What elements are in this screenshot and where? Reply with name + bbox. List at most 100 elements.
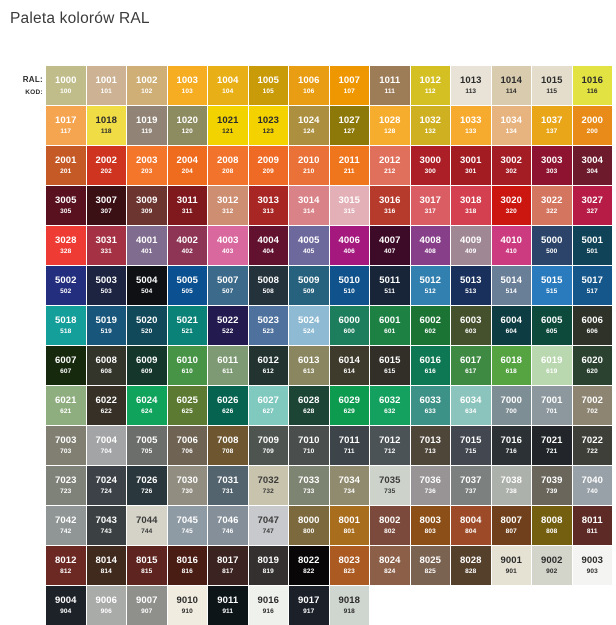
color-swatch-3018[interactable]: 3018 318 [451,186,491,225]
color-swatch-6016[interactable]: 6016 616 [410,346,450,385]
color-swatch-5001[interactable]: 5001 501 [572,226,612,265]
color-swatch-1004[interactable]: 1004 104 [208,66,248,105]
color-swatch-3013[interactable]: 3013 313 [248,186,288,225]
color-swatch-6010[interactable]: 6010 610 [167,346,207,385]
color-swatch-8004[interactable]: 8004 804 [451,506,491,545]
color-swatch-9004[interactable]: 9004 904 [46,586,86,625]
color-swatch-8025[interactable]: 8025 825 [410,546,450,585]
color-swatch-6015[interactable]: 6015 615 [370,346,410,385]
color-swatch-4007[interactable]: 4007 407 [370,226,410,265]
color-swatch-2000[interactable]: 2000 200 [572,106,612,145]
color-swatch-6020[interactable]: 6020 620 [572,346,612,385]
color-swatch-5009[interactable]: 5009 509 [289,266,329,305]
color-swatch-9018[interactable]: 9018 918 [329,586,369,625]
color-swatch-7012[interactable]: 7012 712 [370,426,410,465]
color-swatch-7042[interactable]: 7042 742 [46,506,86,545]
color-swatch-1006[interactable]: 1006 106 [289,66,329,105]
color-swatch-8001[interactable]: 8001 801 [329,506,369,545]
color-swatch-6018[interactable]: 6018 618 [491,346,531,385]
color-swatch-7032[interactable]: 7032 732 [248,466,288,505]
color-swatch-1037[interactable]: 1037 137 [532,106,572,145]
color-swatch-5003[interactable]: 5003 503 [86,266,126,305]
color-swatch-3014[interactable]: 3014 314 [289,186,329,225]
color-swatch-1001[interactable]: 1001 101 [86,66,126,105]
color-swatch-1020[interactable]: 1020 120 [167,106,207,145]
color-swatch-5010[interactable]: 5010 510 [329,266,369,305]
color-swatch-8028[interactable]: 8028 828 [451,546,491,585]
color-swatch-1007[interactable]: 1007 107 [329,66,369,105]
color-swatch-6024[interactable]: 6024 624 [127,386,167,425]
color-swatch-6005[interactable]: 6005 605 [532,306,572,345]
color-swatch-6029[interactable]: 6029 629 [329,386,369,425]
color-swatch-1023[interactable]: 1023 123 [248,106,288,145]
color-swatch-3004[interactable]: 3004 304 [572,146,612,185]
color-swatch-7008[interactable]: 7008 708 [208,426,248,465]
color-swatch-1013[interactable]: 1013 113 [451,66,491,105]
color-swatch-8011[interactable]: 8011 811 [572,506,612,545]
color-swatch-3012[interactable]: 3012 312 [208,186,248,225]
color-swatch-4010[interactable]: 4010 410 [491,226,531,265]
color-swatch-8008[interactable]: 8008 808 [532,506,572,545]
color-swatch-1005[interactable]: 1005 105 [248,66,288,105]
color-swatch-3015[interactable]: 3015 315 [329,186,369,225]
color-swatch-6022[interactable]: 6022 622 [86,386,126,425]
color-swatch-2002[interactable]: 2002 202 [86,146,126,185]
color-swatch-5021[interactable]: 5021 521 [167,306,207,345]
color-swatch-1012[interactable]: 1012 112 [410,66,450,105]
color-swatch-7000[interactable]: 7000 700 [491,386,531,425]
color-swatch-1024[interactable]: 1024 124 [289,106,329,145]
color-swatch-8019[interactable]: 8019 819 [248,546,288,585]
color-swatch-6000[interactable]: 6000 600 [329,306,369,345]
color-swatch-5012[interactable]: 5012 512 [410,266,450,305]
color-swatch-6004[interactable]: 6004 604 [491,306,531,345]
color-swatch-7047[interactable]: 7047 747 [248,506,288,545]
color-swatch-4006[interactable]: 4006 406 [329,226,369,265]
color-swatch-7005[interactable]: 7005 705 [127,426,167,465]
color-swatch-1019[interactable]: 1019 119 [127,106,167,145]
color-swatch-3016[interactable]: 3016 316 [370,186,410,225]
color-swatch-9006[interactable]: 9006 906 [86,586,126,625]
color-swatch-3007[interactable]: 3007 307 [86,186,126,225]
color-swatch-1021[interactable]: 1021 121 [208,106,248,145]
color-swatch-1027[interactable]: 1027 127 [329,106,369,145]
color-swatch-5013[interactable]: 5013 513 [451,266,491,305]
color-swatch-9003[interactable]: 9003 903 [572,546,612,585]
color-swatch-5011[interactable]: 5011 511 [370,266,410,305]
color-swatch-6019[interactable]: 6019 619 [532,346,572,385]
color-swatch-7002[interactable]: 7002 702 [572,386,612,425]
color-swatch-2004[interactable]: 2004 204 [167,146,207,185]
color-swatch-9010[interactable]: 9010 910 [167,586,207,625]
color-swatch-8012[interactable]: 8012 812 [46,546,86,585]
color-swatch-4009[interactable]: 4009 409 [451,226,491,265]
color-swatch-3027[interactable]: 3027 327 [572,186,612,225]
color-swatch-5008[interactable]: 5008 508 [248,266,288,305]
color-swatch-6013[interactable]: 6013 613 [289,346,329,385]
color-swatch-7033[interactable]: 7033 733 [289,466,329,505]
color-swatch-6006[interactable]: 6006 606 [572,306,612,345]
color-swatch-5000[interactable]: 5000 500 [532,226,572,265]
color-swatch-6007[interactable]: 6007 607 [46,346,86,385]
color-swatch-2010[interactable]: 2010 210 [289,146,329,185]
color-swatch-4005[interactable]: 4005 405 [289,226,329,265]
color-swatch-5023[interactable]: 5023 523 [248,306,288,345]
color-swatch-6028[interactable]: 6028 628 [289,386,329,425]
color-swatch-3001[interactable]: 3001 301 [451,146,491,185]
color-swatch-3000[interactable]: 3000 300 [410,146,450,185]
color-swatch-2012[interactable]: 2012 212 [370,146,410,185]
color-swatch-6001[interactable]: 6001 601 [370,306,410,345]
color-swatch-8000[interactable]: 8000 800 [289,506,329,545]
color-swatch-6017[interactable]: 6017 617 [451,346,491,385]
color-swatch-9011[interactable]: 9011 911 [208,586,248,625]
color-swatch-1028[interactable]: 1028 128 [370,106,410,145]
color-swatch-8023[interactable]: 8023 823 [329,546,369,585]
color-swatch-5018[interactable]: 5018 518 [46,306,86,345]
color-swatch-7026[interactable]: 7026 726 [127,466,167,505]
color-swatch-1016[interactable]: 1016 116 [572,66,612,105]
color-swatch-7036[interactable]: 7036 736 [410,466,450,505]
color-swatch-7013[interactable]: 7013 713 [410,426,450,465]
color-swatch-6011[interactable]: 6011 611 [208,346,248,385]
color-swatch-1033[interactable]: 1033 133 [451,106,491,145]
color-swatch-1011[interactable]: 1011 111 [370,66,410,105]
color-swatch-7021[interactable]: 7021 721 [532,426,572,465]
color-swatch-3028[interactable]: 3028 328 [46,226,86,265]
